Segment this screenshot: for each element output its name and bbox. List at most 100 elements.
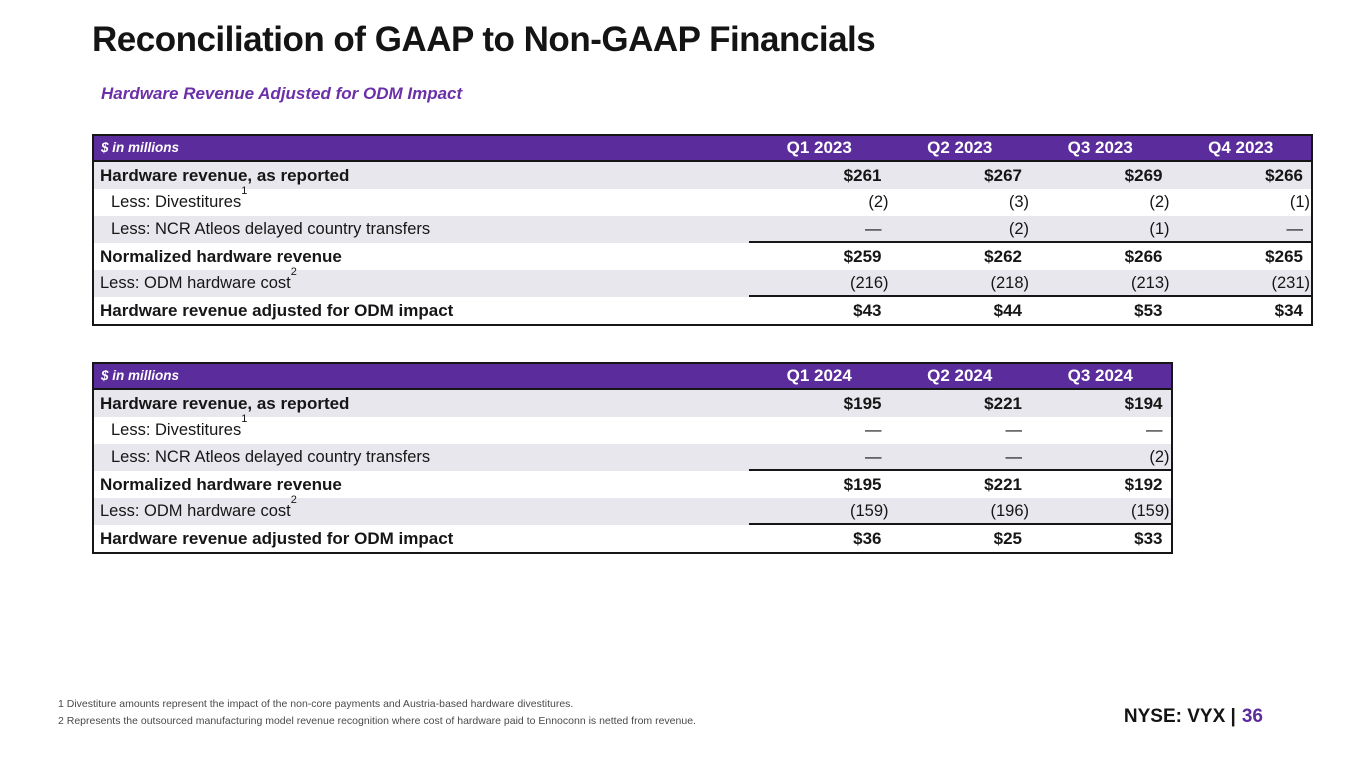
value-cell: (196) [889, 498, 1030, 525]
value-cell: $221 [890, 471, 1031, 498]
value-cell: $36 [749, 525, 890, 552]
footer-ticker: NYSE: VYX | [1123, 706, 1236, 727]
value-cell: $53 [1030, 297, 1171, 324]
value-cell: $259 [749, 243, 890, 270]
value-cell: (218) [889, 270, 1030, 297]
column-header: Q3 2023 [1030, 136, 1171, 162]
value-cell: $265 [1171, 243, 1312, 270]
row-label: Hardware revenue adjusted for ODM impact [94, 525, 749, 552]
value-text: $25 [993, 529, 1022, 548]
value-text: $36 [853, 529, 882, 548]
value-cell: $34 [1171, 297, 1312, 324]
value-cell: $269 [1030, 162, 1171, 189]
value-cell: — [890, 417, 1031, 444]
value-cell: $266 [1030, 243, 1171, 270]
row-label-text: Less: NCR Atleos delayed country transfe… [111, 220, 431, 238]
value-text: — [1286, 220, 1304, 238]
value-text: $44 [993, 301, 1022, 320]
value-text: (2) [1008, 220, 1029, 238]
footnote-ref: 1 [241, 184, 248, 197]
value-text: — [1005, 448, 1023, 466]
row-label-text: Normalized hardware revenue [100, 475, 342, 494]
value-text: $221 [984, 394, 1022, 413]
value-cell: $192 [1030, 471, 1171, 498]
value-cell: — [889, 444, 1030, 471]
row-label: Normalized hardware revenue [94, 243, 749, 270]
value-text: $266 [1265, 166, 1303, 185]
value-text: — [1146, 421, 1163, 439]
row-label-text: Hardware revenue adjusted for ODM impact [100, 301, 454, 320]
reconciliation-table-2024: $ in millions Q1 2024 Q2 2024 Q3 2024 Hardwa… [92, 362, 1173, 554]
value-text: $259 [843, 247, 882, 266]
value-cell: — [749, 444, 890, 471]
value-text: (1) [1149, 220, 1170, 238]
value-cell: $267 [889, 162, 1030, 189]
footnote-line-1: 1 Divestiture amounts represent the impa… [58, 698, 574, 710]
value-text: $34 [1274, 301, 1303, 320]
row-label: Less: ODM hardware cost2 [94, 494, 749, 525]
value-text: $261 [843, 166, 882, 185]
value-text: $265 [1265, 247, 1303, 266]
value-text: $262 [984, 247, 1022, 266]
value-cell: $25 [890, 525, 1031, 552]
value-text: $33 [1134, 529, 1163, 548]
value-cell: $266 [1170, 162, 1311, 189]
footnote-ref: 1 [241, 412, 248, 425]
value-text: (3) [1008, 193, 1029, 211]
value-cell: $221 [889, 390, 1030, 417]
value-text: (196) [990, 502, 1029, 520]
value-text: (2) [1149, 193, 1170, 211]
value-cell: (231) [1170, 270, 1311, 297]
footnote-line-2: 2 Represents the outsourced manufacturin… [58, 714, 696, 727]
row-label-text: Hardware revenue adjusted for ODM impact [100, 529, 454, 548]
value-cell: $195 [749, 390, 890, 417]
value-text: $221 [984, 475, 1022, 494]
row-label: Less: Divestitures1 [94, 413, 749, 444]
row-label: Hardware revenue adjusted for ODM impact [94, 297, 749, 324]
column-header: Q3 2024 [1030, 364, 1171, 390]
column-header: Q1 2024 [749, 364, 890, 390]
value-text: — [865, 220, 882, 238]
value-cell: $261 [749, 162, 890, 189]
unit-label: $ in millions [94, 364, 749, 390]
row-label: Hardware revenue, as reported [94, 390, 749, 417]
value-cell: (2) [749, 189, 890, 216]
value-text: (231) [1271, 274, 1310, 292]
value-cell: (213) [1030, 270, 1171, 297]
row-label-text: Hardware revenue, as reported [100, 166, 350, 185]
footnote-ref: 2 [290, 493, 297, 506]
slide-subtitle: Hardware Revenue Adjusted for ODM Impact [101, 84, 463, 103]
row-label-text: Less: Divestitures [111, 421, 242, 439]
row-label-text: Normalized hardware revenue [100, 247, 342, 266]
value-text: (216) [849, 274, 889, 292]
value-cell: $195 [749, 471, 890, 498]
column-header: Q2 2023 [889, 136, 1030, 162]
row-label-text: Less: ODM hardware cost [100, 274, 291, 292]
value-text: — [865, 448, 882, 466]
row-label: Less: Divestitures1 [94, 185, 749, 216]
value-cell: $194 [1030, 390, 1171, 417]
slide-title: Reconciliation of GAAP to Non-GAAP Finan… [92, 20, 876, 59]
value-cell: (2) [1030, 189, 1171, 216]
row-label-text: Hardware revenue, as reported [100, 394, 350, 413]
value-text: $192 [1124, 475, 1163, 494]
value-cell: — [1030, 417, 1171, 444]
footer-page-number: 36 [1241, 706, 1263, 727]
value-text: (1) [1289, 193, 1310, 211]
value-cell: (1) [1030, 216, 1171, 243]
reconciliation-table-2023: $ in millions Q1 2023 Q2 2023 Q3 2023 Q4 202… [92, 134, 1313, 326]
value-cell: — [1170, 216, 1311, 243]
value-text: (159) [849, 502, 889, 520]
row-label: Normalized hardware revenue [94, 471, 749, 498]
row-label: Less: ODM hardware cost2 [94, 266, 749, 297]
value-text: $53 [1134, 301, 1163, 320]
row-label-text: Less: NCR Atleos delayed country transfe… [111, 448, 431, 466]
row-label: Hardware revenue, as reported [94, 162, 749, 189]
column-header: Q4 2023 [1170, 136, 1311, 162]
value-cell: $33 [1030, 525, 1171, 552]
value-cell: $262 [890, 243, 1031, 270]
value-cell: — [749, 417, 890, 444]
value-text: (2) [1149, 448, 1170, 466]
row-label-text: Less: Divestitures [111, 193, 242, 211]
